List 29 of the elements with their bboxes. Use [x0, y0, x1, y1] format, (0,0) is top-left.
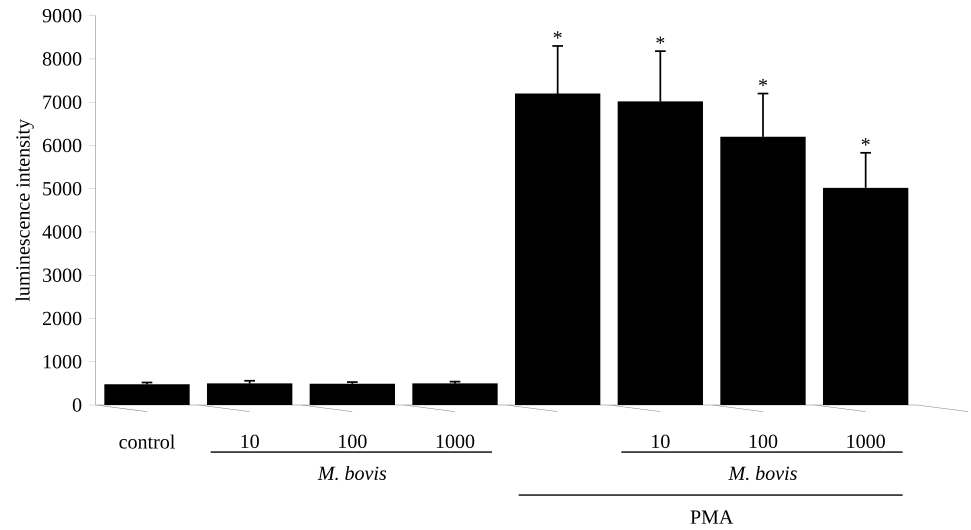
y-tick-label: 9000	[42, 8, 82, 22]
y-tick-label: 5000	[43, 182, 82, 196]
data-label: *	[862, 138, 870, 146]
y-tick-label: 7000	[43, 95, 82, 109]
bar	[207, 383, 292, 405]
y-tick-label: 8000	[42, 52, 82, 66]
x-tick-label: control	[119, 434, 175, 449]
bar	[104, 384, 190, 405]
text: M. bovis	[728, 466, 797, 480]
x-tick-label: 100	[339, 434, 367, 448]
bar	[310, 384, 395, 405]
x-tick-label: 100	[750, 434, 778, 448]
text: PMA	[690, 510, 734, 524]
x-tick-label: 10	[652, 434, 670, 448]
y-tick-label: 6000	[42, 138, 82, 152]
y-tick-label: 0	[72, 398, 82, 412]
x-tick-label: 1000	[847, 434, 885, 448]
text: M. bovis	[318, 466, 386, 480]
x-tick-label: 10	[241, 434, 259, 448]
y-tick-label: 4000	[42, 225, 82, 239]
bar	[412, 383, 498, 405]
y-axis-title: luminescence intensity	[16, 118, 34, 302]
data-label: *	[554, 31, 562, 38]
x-tick-label: 1000	[436, 434, 474, 448]
data-label: *	[758, 78, 768, 86]
y-tick-label: 3000	[43, 268, 82, 282]
y-tick-label: 1000	[44, 354, 82, 368]
y-tick-label: 2000	[42, 312, 82, 326]
data-label: *	[656, 36, 664, 44]
